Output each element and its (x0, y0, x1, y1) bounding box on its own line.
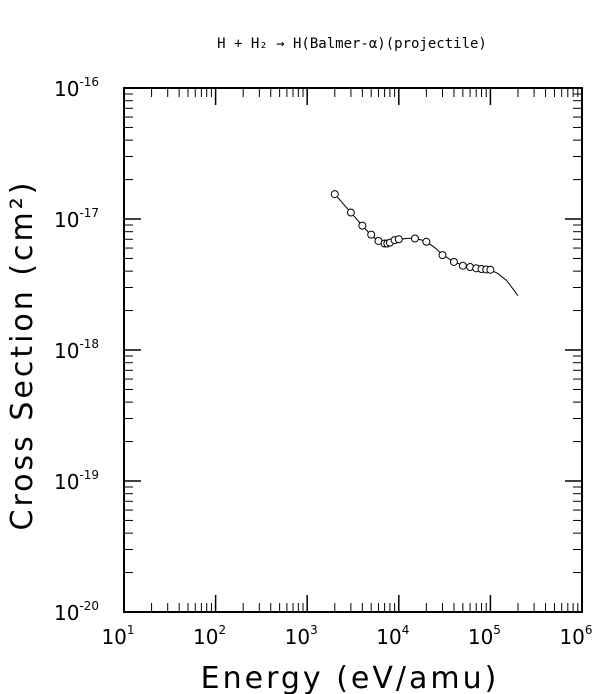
data-points (330, 190, 495, 274)
data-point (367, 230, 376, 239)
data-point (449, 257, 458, 266)
y-tick-label: 10-18 (54, 337, 99, 363)
plot-frame (123, 87, 583, 613)
x-tick-label: 104 (376, 623, 409, 649)
data-point (346, 208, 355, 217)
data-point (486, 265, 495, 274)
y-tick-label: 10-17 (54, 206, 99, 232)
data-point (458, 261, 467, 270)
y-tick-label: 10-20 (54, 599, 99, 625)
x-tick-labels: 101 102 103 104 105 106 (101, 623, 592, 649)
data-point (422, 237, 431, 246)
x-axis-title: Energy (eV/amu) (201, 661, 500, 694)
y-tick-label: 10-16 (54, 75, 99, 101)
x-tick-label: 105 (468, 623, 501, 649)
x-tick-label: 106 (559, 623, 592, 649)
x-tick-label: 102 (193, 623, 226, 649)
data-point (358, 221, 367, 230)
minor-ticks (124, 88, 582, 612)
major-ticks (123, 87, 583, 613)
x-tick-label: 103 (285, 623, 318, 649)
y-tick-label: 10-19 (54, 468, 99, 494)
data-point (394, 235, 403, 244)
data-point (410, 234, 419, 243)
chart-title: H + H₂ → H(Balmer-α)(projectile) (217, 36, 487, 52)
x-tick-label: 101 (101, 623, 134, 649)
data-point (438, 251, 447, 260)
data-point (330, 190, 339, 199)
y-axis-title: Cross Section (cm²) (5, 180, 40, 531)
y-tick-labels: 10-16 10-17 10-18 10-19 10-20 (54, 75, 99, 625)
